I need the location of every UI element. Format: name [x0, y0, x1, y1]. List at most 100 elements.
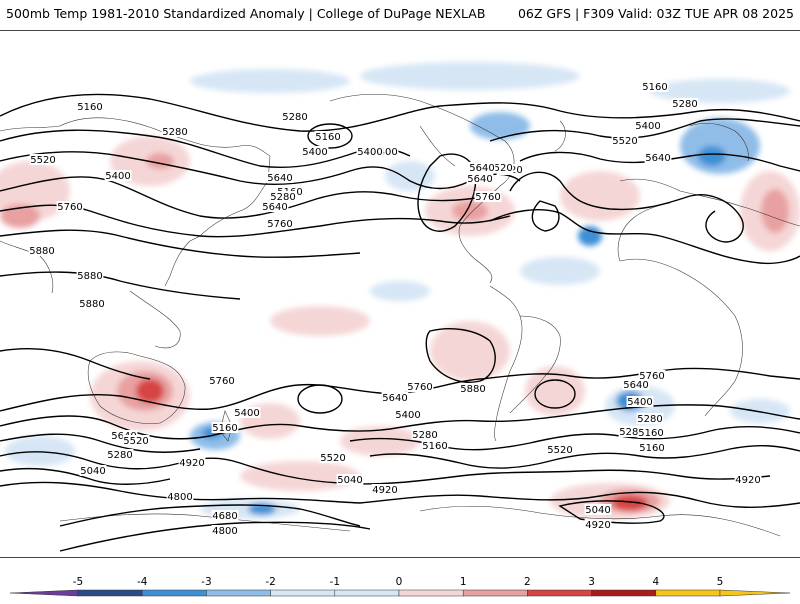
- contour-label: 4800: [212, 526, 237, 537]
- contour-label-bg: [122, 435, 150, 446]
- contour-label-bg: [474, 191, 502, 202]
- colorbar-segment: [334, 589, 400, 597]
- colorbar-segment: [462, 589, 528, 597]
- contour-label: 5160: [315, 132, 340, 143]
- colorbar-tick-label: 2: [524, 576, 531, 588]
- contour-label: 4920: [179, 458, 204, 469]
- contour-label: 5880: [77, 271, 102, 282]
- contour-label-bg: [336, 474, 364, 485]
- contour-label-bg: [281, 111, 309, 122]
- colorbar-tick-label: 5: [717, 576, 724, 588]
- contour-label-bg: [394, 409, 422, 420]
- colorbar-segment: [270, 589, 336, 597]
- contour-label-bg: [466, 173, 494, 184]
- contour-label-bg: [261, 201, 289, 212]
- contour-label-bg: [208, 375, 236, 386]
- contour-label-bg: [78, 298, 106, 309]
- contour-label: 5880: [29, 246, 54, 257]
- contour-label: 5640: [467, 174, 492, 185]
- colorbar-tick-label: 0: [396, 576, 403, 588]
- contour-label-bg: [266, 218, 294, 229]
- contour-label: 5160: [642, 82, 667, 93]
- contour-label-bg: [546, 444, 574, 455]
- contour-label: 5400: [627, 397, 652, 408]
- contour-label: 5040: [80, 466, 105, 477]
- contour-label-bg: [166, 491, 194, 502]
- contour-label: 5280: [162, 127, 187, 138]
- contour-label: 5640: [267, 173, 292, 184]
- contour-label: 5760: [475, 192, 500, 203]
- contour-label: 5400: [372, 147, 397, 158]
- contour-label: 5640: [469, 163, 494, 174]
- contour-label: 5040: [337, 475, 362, 486]
- contour-label-bg: [28, 245, 56, 256]
- contour-label: 5280: [270, 192, 295, 203]
- contour-label-bg: [56, 201, 84, 212]
- contour-label: 5880: [460, 384, 485, 395]
- anomaly-map[interactable]: 5160 5280 5160 5280 5160 5280 5400 5520 5400 5640…: [0, 31, 800, 558]
- contour-label-bg: [314, 131, 342, 142]
- contour-label: 5520: [123, 436, 148, 447]
- contour-label: 5520: [30, 155, 55, 166]
- contour-label-bg: [638, 370, 666, 381]
- contour-label: 5760: [407, 382, 432, 393]
- contour-label: 5400: [635, 121, 660, 132]
- contour-label-bg: [406, 381, 434, 392]
- contour-label-bg: [584, 519, 612, 530]
- contour-label-bg: [371, 146, 399, 157]
- contour-label: 5640: [262, 202, 287, 213]
- contour-label-bg: [421, 440, 449, 451]
- contour-label-bg: [161, 126, 189, 137]
- contour-label: 5160: [212, 423, 237, 434]
- contour-label-bg: [622, 379, 650, 390]
- contour-label: 5880: [79, 299, 104, 310]
- map-panel[interactable]: 5160 5280 5160 5280 5160 5280 5400 5520 5400 5640…: [0, 30, 800, 558]
- colorbar-segment: [77, 589, 143, 597]
- contour-label: 4920: [585, 520, 610, 531]
- contour-label-bg: [266, 172, 294, 183]
- contour-label-bg: [76, 101, 104, 112]
- contour-label-bg: [211, 422, 239, 433]
- colorbar-arrow-right: [719, 589, 791, 597]
- contour-label: 5280: [672, 99, 697, 110]
- colorbar-tick-label: -2: [265, 576, 275, 588]
- contour-label: 5400: [105, 171, 130, 182]
- colorbar-tick-label: 3: [588, 576, 595, 588]
- contour-label: 4920: [735, 475, 760, 486]
- contour-label-bg: [468, 162, 496, 173]
- contour-label: 5280: [282, 112, 307, 123]
- contour-label-bg: [618, 426, 646, 437]
- contour-label-bg: [486, 162, 514, 173]
- colorbar-tick-label: -1: [330, 576, 340, 588]
- contour-label: 5400: [357, 147, 382, 158]
- contour-label: 5520: [320, 453, 345, 464]
- colorbar-segment: [206, 589, 271, 597]
- contour-label: 5160: [77, 102, 102, 113]
- contour-label-bg: [671, 98, 699, 109]
- colorbar-tick-label: 1: [460, 576, 467, 588]
- contour-label: 5400: [395, 410, 420, 421]
- contour-label: 5640: [382, 393, 407, 404]
- contour-label-bg: [636, 413, 664, 424]
- contour-label: 5520: [612, 136, 637, 147]
- contour-label-bg: [104, 170, 132, 181]
- contour-label: 5160: [638, 428, 663, 439]
- contour-label-bg: [634, 120, 662, 131]
- contour-label: 5520: [547, 445, 572, 456]
- colorbar-tick-label: -5: [73, 576, 83, 588]
- colorbar-tick-label: -4: [137, 576, 148, 588]
- contour-label: 5760: [209, 376, 234, 387]
- colorbar-arrow-left: [9, 589, 79, 597]
- contour-label-bg: [411, 429, 439, 440]
- contour-label-bg: [211, 510, 239, 521]
- contour-label-bg: [644, 152, 672, 163]
- contour-label: 5760: [639, 371, 664, 382]
- contour-labels: 5160 5280 5160 5280 5160 5280 5400 5520 5400 5640…: [28, 81, 762, 537]
- header: 500mb Temp 1981-2010 Standardized Anomal…: [0, 0, 800, 30]
- contour-label-bg: [319, 452, 347, 463]
- contour-label-bg: [178, 457, 206, 468]
- colorbar-svg: -5 -4 -3 -2 -1 0 1 2 3 4 5: [9, 576, 791, 597]
- contour-label: 5760: [267, 219, 292, 230]
- contour-label-bg: [79, 465, 107, 476]
- contour-label: 5040: [585, 505, 610, 516]
